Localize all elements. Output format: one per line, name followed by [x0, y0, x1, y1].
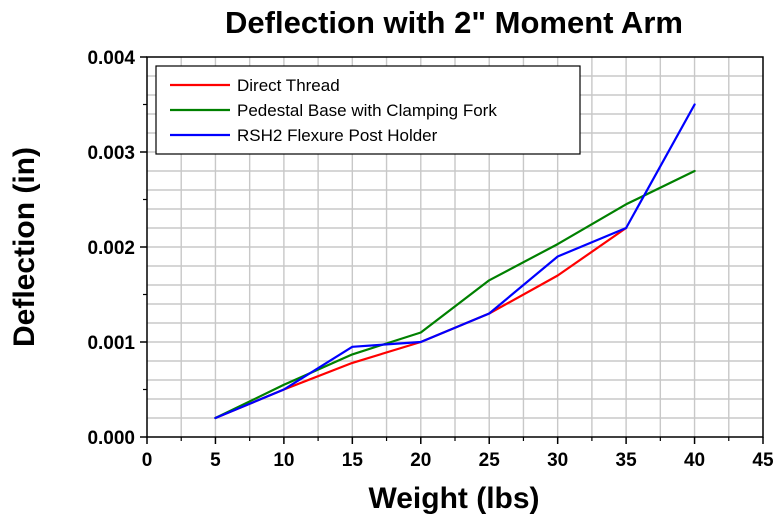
- x-tick-label: 10: [273, 450, 294, 471]
- axis-ticks: 0 5 10 15 20 25 30 35 40 45 0.000 0.001 0.002 0.003 0.…: [87, 48, 774, 471]
- x-tick-label: 40: [684, 450, 705, 471]
- y-tick-label: 0.004: [87, 48, 135, 69]
- y-tick-label: 0.002: [87, 238, 135, 259]
- legend-label: RSH2 Flexure Post Holder: [237, 126, 438, 145]
- legend-label: Direct Thread: [237, 76, 340, 95]
- x-tick-label: 20: [410, 450, 431, 471]
- x-tick-label: 30: [547, 450, 568, 471]
- chart-title: Deflection with 2" Moment Arm: [225, 5, 683, 40]
- series-lines: [214, 103, 696, 420]
- x-axis-label: Weight (lbs): [368, 482, 539, 515]
- x-tick-label: 0: [142, 450, 153, 471]
- series-line-2: [214, 169, 696, 420]
- y-axis-label: Deflection (in): [8, 147, 41, 347]
- x-tick-label: 45: [752, 450, 774, 471]
- series-line-3: [214, 103, 696, 420]
- x-tick-label: 15: [342, 450, 364, 471]
- x-tick-label: 5: [210, 450, 221, 471]
- x-tick-label: 25: [479, 450, 501, 471]
- y-tick-label: 0.003: [87, 143, 135, 164]
- legend-label: Pedestal Base with Clamping Fork: [237, 101, 497, 120]
- y-tick-label: 0.001: [87, 333, 135, 354]
- y-tick-label: 0.000: [87, 428, 135, 449]
- x-tick-label: 35: [616, 450, 638, 471]
- legend: Direct Thread Pedestal Base with Clamping…: [155, 65, 581, 155]
